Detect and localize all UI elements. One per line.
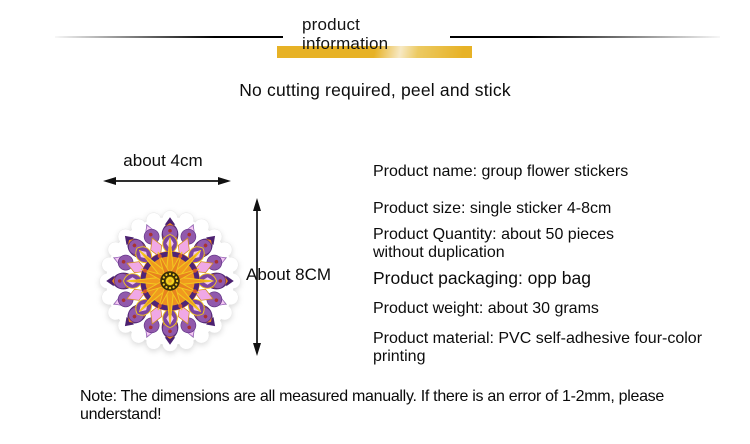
page-title: product information <box>302 15 388 53</box>
mandala-flower-sticker <box>99 210 241 352</box>
vertical-arrow-icon <box>253 198 261 356</box>
spec-product-quantity: Product Quantity: about 50 pieces withou… <box>373 226 615 262</box>
spec-product-weight: Product weight: about 30 grams <box>373 300 599 317</box>
header-rule-right <box>450 36 720 38</box>
header-accent-bar <box>277 46 472 58</box>
spec-product-size: Product size: single sticker 4-8cm <box>373 200 612 217</box>
tagline: No cutting required, peel and stick <box>239 80 511 100</box>
spec-product-name: Product name: group flower stickers <box>373 163 629 180</box>
note-text: Note: The dimensions are all measured ma… <box>80 388 664 424</box>
height-dimension-label: About 8CM <box>246 265 332 284</box>
width-dimension-label: about 4cm <box>123 151 203 170</box>
spec-product-packaging: Product packaging: opp bag <box>373 268 591 288</box>
page-title-line1: product <box>302 15 361 34</box>
spec-product-material: Product material: PVC self-adhesive four… <box>373 330 703 366</box>
page-title-line2: information <box>302 34 389 53</box>
header-rule-left <box>55 36 283 38</box>
horizontal-arrow-icon <box>103 177 231 185</box>
